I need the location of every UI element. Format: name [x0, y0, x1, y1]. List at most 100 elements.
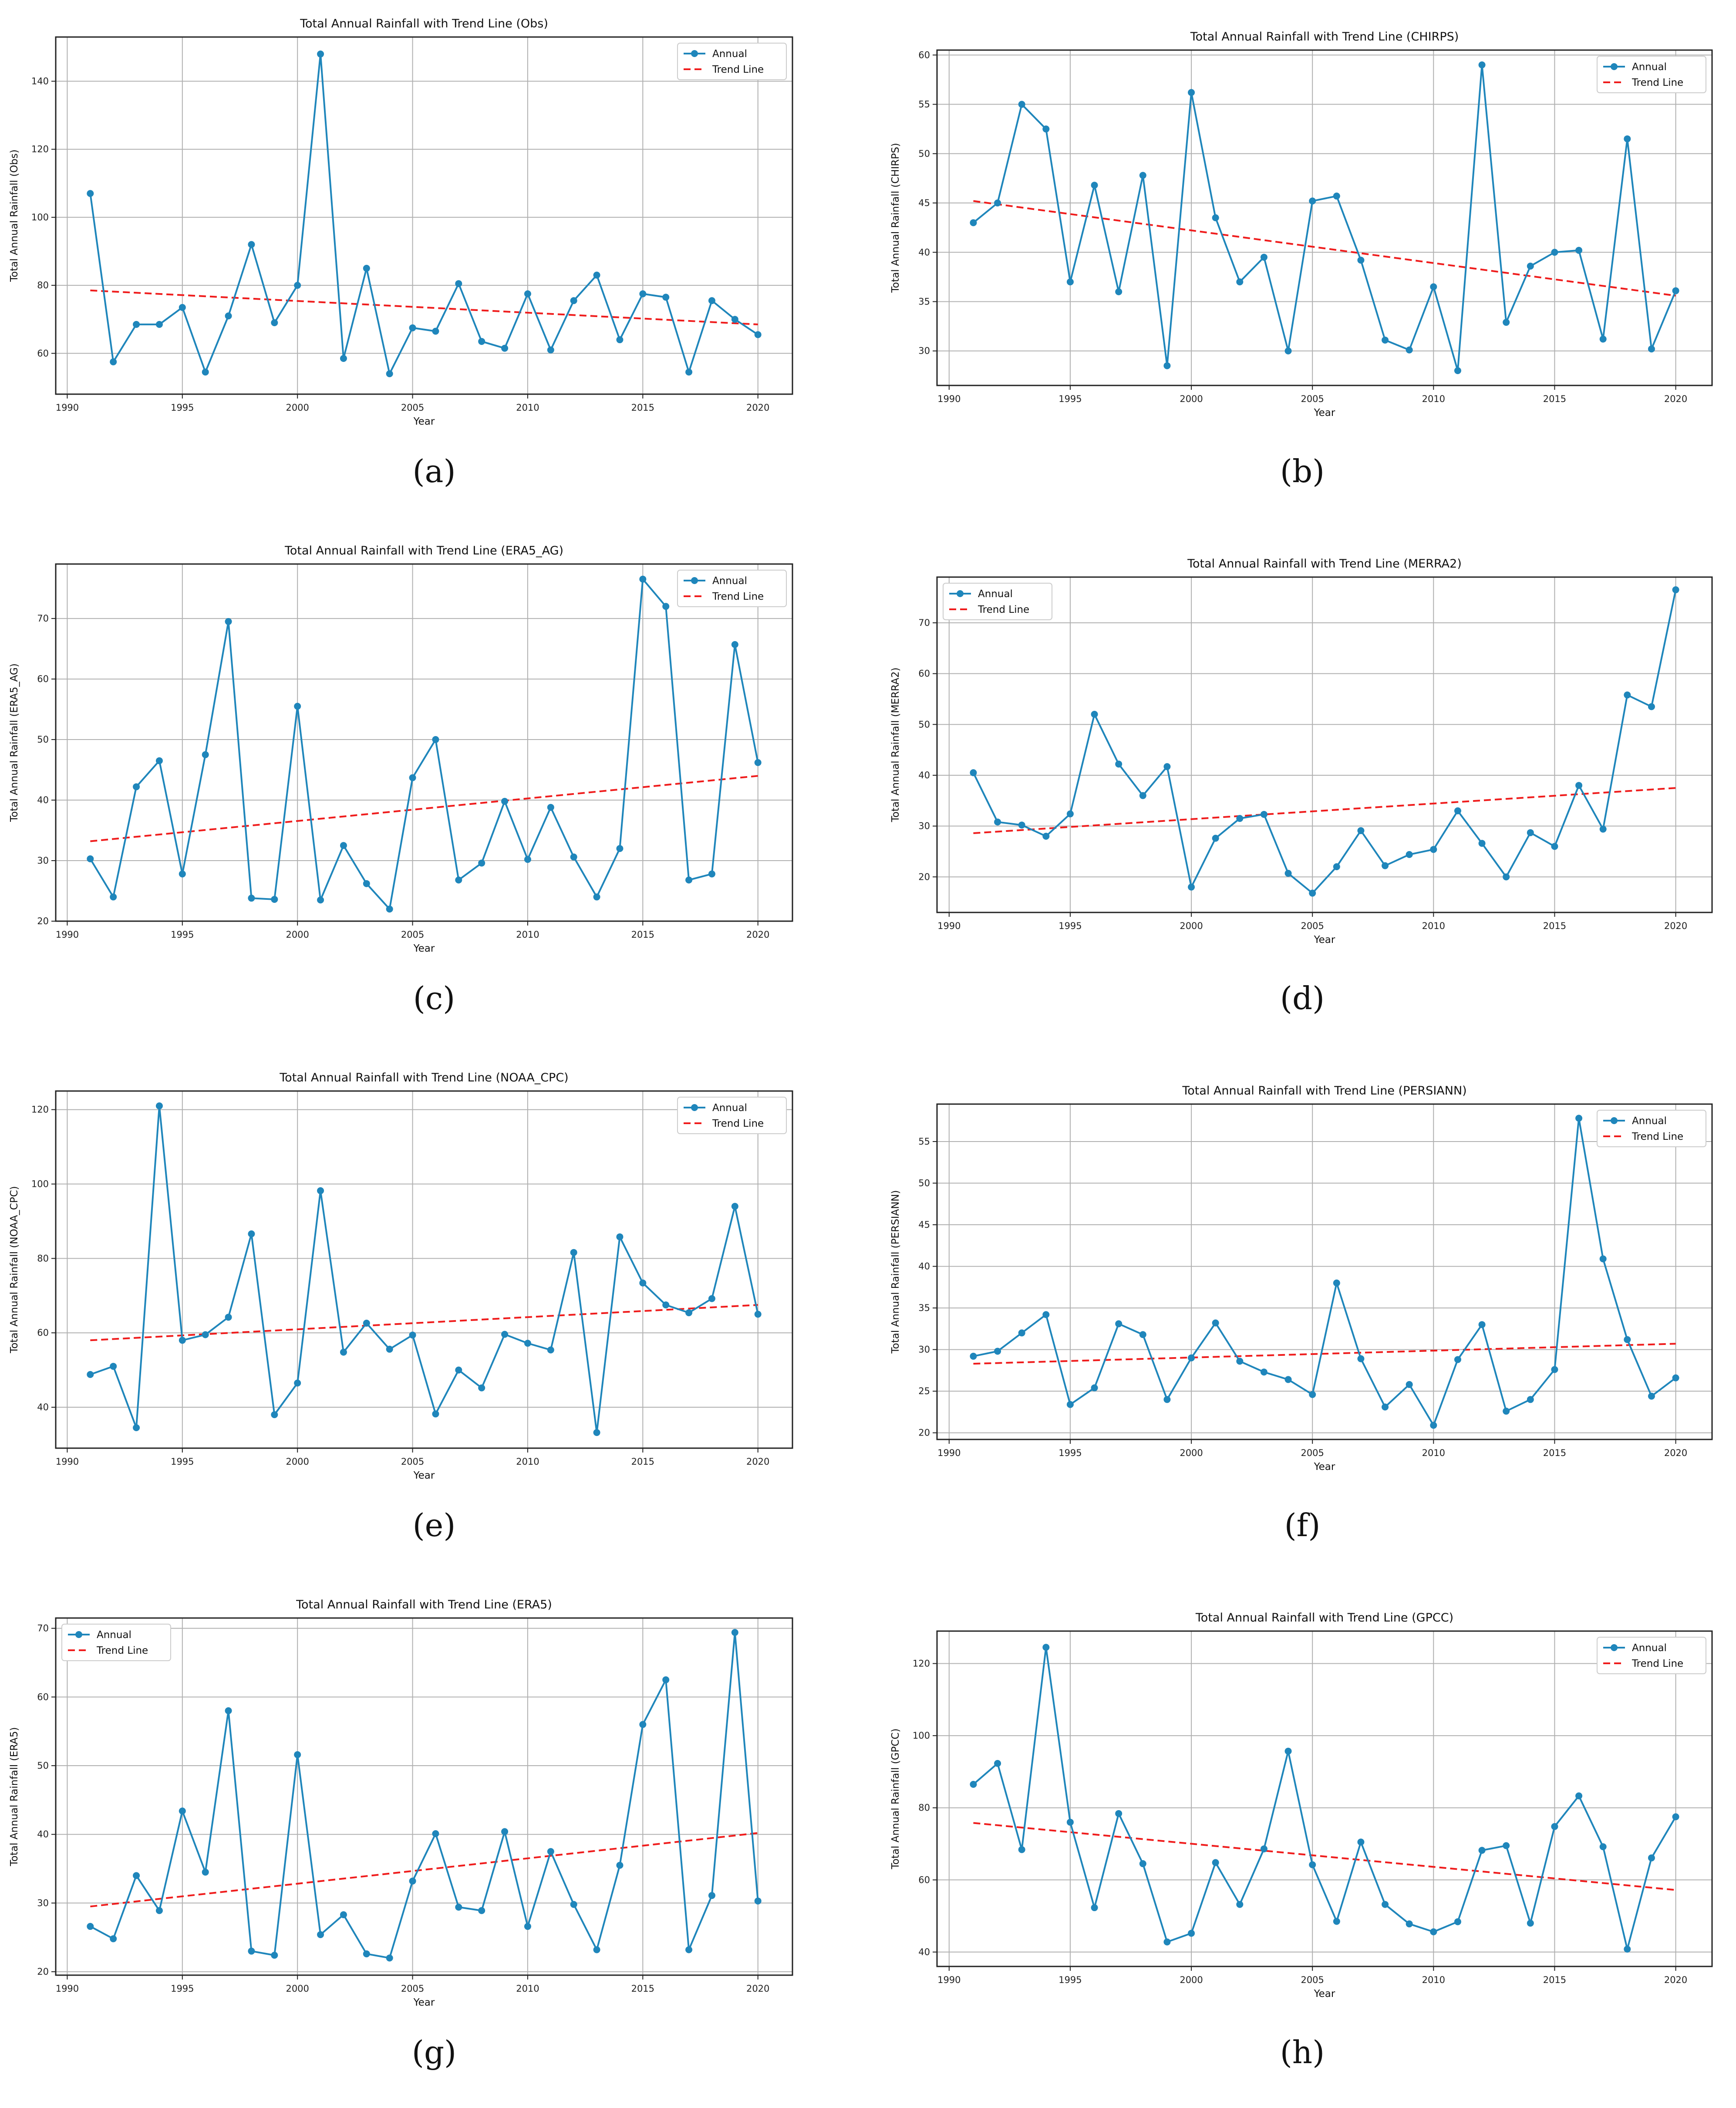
chart-f-data-point [970, 1352, 977, 1360]
chart-h-data-point [1066, 1818, 1074, 1826]
chart-e-y-tick-label: 100 [31, 1179, 49, 1189]
chart-f-legend [1597, 1110, 1706, 1147]
chart-e-data-point [478, 1384, 485, 1392]
chart-d-data-point [1091, 711, 1098, 718]
chart-b-data-point [994, 199, 1001, 207]
chart-h-data-point [1091, 1904, 1098, 1912]
chart-e-data-point [110, 1363, 117, 1370]
chart-b-data-point [1115, 288, 1123, 295]
chart-a-legend-annual-marker [691, 50, 698, 57]
chart-c-data-point [731, 641, 738, 648]
chart-g-data-point [386, 1954, 393, 1962]
chart-b-legend-annual-label: Annual [1632, 61, 1667, 73]
chart-g-data-point [570, 1901, 577, 1908]
chart-d-plot-area [936, 576, 1713, 913]
chart-b-legend [1597, 56, 1706, 93]
chart-e-data-point [639, 1279, 647, 1287]
chart-a-legend-annual-label: Annual [712, 48, 747, 60]
chart-c-data-point [110, 893, 117, 901]
chart-f-data-point [1163, 1396, 1171, 1403]
chart-d-data-point [1115, 760, 1123, 768]
chart-h-data-point [1527, 1919, 1534, 1927]
chart-b-data-point [1357, 257, 1365, 264]
chart-d-x-tick-label: 2020 [1664, 921, 1687, 931]
chart-a-x-tick-label: 1990 [56, 402, 79, 413]
chart-g-data-point [685, 1946, 693, 1953]
chart-h-data-point [1188, 1929, 1195, 1937]
chart-g-plot-border [55, 1617, 793, 1976]
chart-e-data-point [570, 1249, 577, 1256]
chart-d-x-tick-label: 1995 [1058, 921, 1082, 931]
chart-h-data-point [1478, 1847, 1486, 1854]
chart-e-plot-area [55, 1090, 793, 1449]
chart-g-y-tick-label: 50 [37, 1760, 49, 1771]
chart-g-legend-annual-marker [75, 1631, 82, 1638]
chart-h-data-point [1163, 1938, 1171, 1946]
chart-g-data-point [271, 1952, 278, 1959]
chart-h-x-tick-label: 2005 [1301, 1975, 1324, 1985]
chart-h-svg: 1990 1995 2000 2005 2010 2015 2020 40 60 80 100 120… [890, 1611, 1713, 2000]
chart-panel-g: 1990 1995 2000 2005 2010 2015 2020 20 30 40 50 60 70… [0, 1581, 868, 2108]
chart-a-data-point [409, 324, 416, 331]
chart-b-svg: 1990 1995 2000 2005 2010 2015 2020 30 35 40 45 50 55… [890, 30, 1713, 419]
chart-h-data-point [1042, 1644, 1050, 1651]
chart-f-data-point [1115, 1320, 1123, 1328]
chart-g-data-point [593, 1946, 600, 1953]
chart-e-x-tick-label: 2020 [746, 1456, 769, 1467]
chart-d-svg: 1990 1995 2000 2005 2010 2015 2020203040506070… [890, 557, 1713, 946]
chart-d-title: Total Annual Rainfall with Trend Line (M… [1187, 557, 1462, 571]
chart-f-y-tick-label: 50 [918, 1178, 930, 1189]
chart-a-data-point [386, 370, 393, 378]
chart-f-data-point [1478, 1321, 1486, 1328]
chart-b-series-line [973, 64, 1677, 371]
chart-d-data-point [1260, 811, 1267, 818]
chart-c-x-tick-label: 2000 [286, 929, 309, 940]
chart-a-data-point [501, 345, 509, 352]
chart-f-data-point [1454, 1356, 1461, 1363]
chart-b-data-point [1309, 197, 1316, 205]
chart-f-x-tick-label: 1990 [937, 1448, 961, 1458]
chart-b-y-tick-label: 35 [918, 297, 930, 307]
chart-b-x-tick-label: 2020 [1664, 394, 1687, 404]
chart-d-y-tick-label: 40 [918, 770, 930, 780]
chart-f-data-point [1551, 1366, 1558, 1373]
chart-f-data-point [1188, 1354, 1195, 1361]
chart-h-data-point [1115, 1810, 1123, 1817]
chart-c-data-point [294, 703, 301, 710]
chart-a-data-point [155, 321, 163, 328]
chart-f-data-point [1503, 1408, 1510, 1415]
chart-g-data-point [501, 1828, 509, 1835]
chart-a-title: Total Annual Rainfall with Trend Line (O… [300, 17, 548, 30]
chart-d-y-tick-label: 60 [918, 669, 930, 679]
chart-e-caption: (e) [412, 1507, 456, 1544]
chart-d-x-tick-label: 2005 [1301, 921, 1324, 931]
chart-g-data-point [225, 1707, 232, 1714]
chart-g-x-tick-label: 2010 [516, 1983, 539, 1994]
chart-g-data-point [547, 1848, 554, 1855]
chart-a-data-point [754, 331, 762, 338]
chart-h-legend [1597, 1637, 1706, 1674]
chart-c-data-point [317, 896, 324, 904]
chart-e-data-point [501, 1331, 509, 1338]
chart-h-y-tick-label: 60 [918, 1875, 930, 1885]
chart-f-x-axis-label: Year [1314, 1461, 1335, 1473]
chart-e-legend-trend-label: Trend Line [712, 1118, 764, 1129]
chart-c-data-point [754, 759, 762, 766]
chart-panel-e: 1990 1995 2000 2005 2010 2015 2020 40 60 80 100 120… [0, 1054, 868, 1581]
chart-b-caption: (b) [1280, 453, 1325, 490]
chart-c-x-tick-label: 1995 [171, 929, 194, 940]
chart-a-data-point [570, 297, 577, 304]
chart-e-data-point [524, 1340, 531, 1347]
chart-c-x-tick-label: 1990 [56, 929, 79, 940]
chart-d-data-point [1188, 883, 1195, 891]
chart-e-title: Total Annual Rainfall with Trend Line (N… [279, 1071, 568, 1084]
chart-c-y-axis-label: Total Annual Rainfall (ERA5_AG) [9, 663, 20, 822]
chart-e-y-tick-label: 120 [31, 1105, 49, 1115]
chart-c-data-point [662, 603, 670, 610]
chart-e-data-point [317, 1187, 324, 1194]
chart-c-legend-trend-label: Trend Line [712, 591, 764, 602]
chart-a-data-point [363, 265, 370, 272]
chart-c-data-point [501, 797, 509, 805]
chart-h-data-point [1551, 1823, 1558, 1830]
chart-a-svg: 1990 1995 2000 2005 2010 2015 2020 60 80 100 120 14… [9, 17, 793, 427]
